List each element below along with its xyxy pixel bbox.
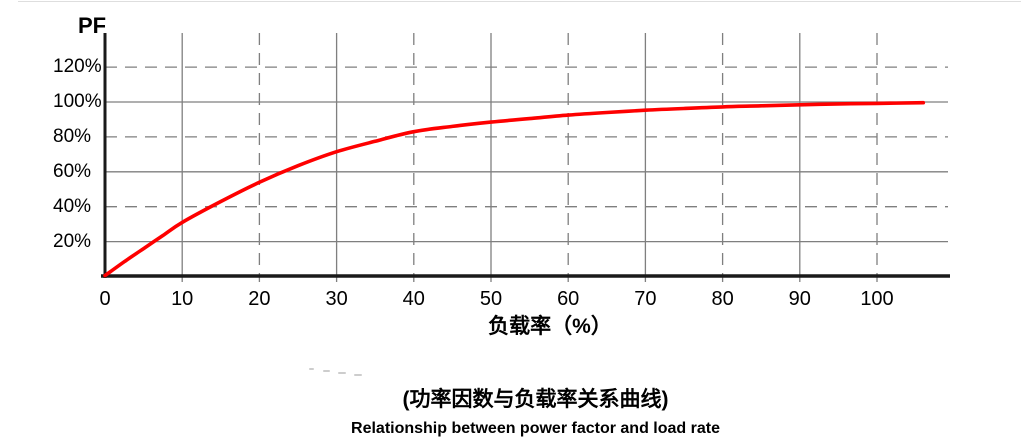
x-tick-label-50: 50 (479, 288, 503, 310)
page-top-rule (18, 1, 1021, 2)
pf-curve (103, 100, 926, 278)
x-tick-label-90: 90 (788, 288, 811, 310)
y-axis-name: PF (78, 13, 107, 38)
y-tick-label-60: 60% (53, 160, 92, 182)
x-tick-label-70: 70 (634, 288, 657, 310)
x-tick-label-40: 40 (402, 288, 425, 310)
x-tick-label-100: 100 (860, 288, 894, 310)
x-tick-label-60: 60 (557, 288, 580, 310)
scan-dot (309, 368, 314, 370)
x-tick-label-10: 10 (171, 288, 194, 310)
y-tick-label-80: 80% (53, 125, 92, 147)
x-tick-label-80: 80 (711, 288, 734, 310)
x-tick-label-0: 0 (99, 288, 111, 310)
y-tick-label-20: 20% (53, 230, 92, 252)
caption-chinese: (功率因数与负载率关系曲线) (402, 388, 669, 411)
scan-dot (338, 372, 346, 374)
scan-dot (323, 370, 330, 372)
x-axis-title: 负载率（%） (488, 315, 612, 338)
x-tick-label-20: 20 (248, 288, 271, 310)
y-tick-label-100: 100% (53, 91, 102, 112)
x-tick-label-30: 30 (325, 288, 348, 310)
scan-dot (354, 374, 362, 376)
y-tick-label-120: 120% (53, 56, 102, 78)
caption-english: Relationship between power factor and lo… (351, 420, 720, 437)
y-tick-label-40: 40% (53, 195, 92, 217)
